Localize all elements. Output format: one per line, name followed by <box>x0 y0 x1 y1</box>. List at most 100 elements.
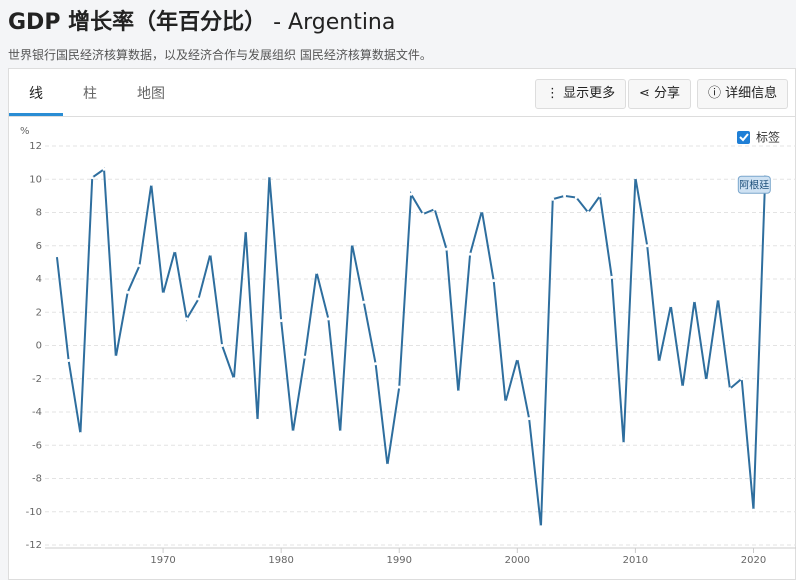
point <box>303 355 307 359</box>
point <box>126 290 130 294</box>
point <box>78 432 82 436</box>
point <box>338 430 342 434</box>
title-main: GDP 增长率（年百分比） <box>8 10 267 35</box>
point <box>504 400 508 404</box>
point <box>409 192 413 196</box>
point <box>232 377 236 381</box>
point <box>279 319 283 323</box>
point <box>267 174 271 178</box>
point <box>397 385 401 389</box>
x-tick-label: 1980 <box>268 555 293 566</box>
point <box>444 247 448 251</box>
y-tick-label: 0 <box>36 341 42 352</box>
y-tick-label: 2 <box>36 307 42 318</box>
x-tick-label: 1990 <box>387 555 412 566</box>
point <box>751 508 755 512</box>
point <box>421 212 425 216</box>
point <box>55 254 59 258</box>
point <box>291 430 295 434</box>
checkbox-label: 标签 <box>756 130 780 145</box>
point <box>173 249 177 253</box>
button-label: 显示更多 <box>563 86 616 101</box>
point <box>515 357 519 361</box>
tab[interactable]: 柱 <box>83 86 97 102</box>
point <box>67 358 71 362</box>
point <box>574 196 578 200</box>
point <box>598 194 602 198</box>
point <box>633 176 637 180</box>
x-tick-label: 1970 <box>150 555 175 566</box>
point <box>586 211 590 214</box>
point <box>704 378 708 382</box>
divider <box>9 116 795 117</box>
point <box>362 300 366 304</box>
y-unit: % <box>20 126 30 137</box>
point <box>90 176 94 180</box>
point <box>657 360 661 364</box>
y-tick-label: 10 <box>29 174 42 185</box>
button[interactable]: ⋖ 分享 <box>628 79 692 109</box>
point <box>563 194 567 198</box>
point <box>149 182 153 186</box>
point <box>256 418 260 422</box>
y-tick-label: -6 <box>32 440 42 451</box>
checkbox[interactable] <box>737 131 750 144</box>
button[interactable]: ⓘ 详细信息 <box>697 79 789 109</box>
y-tick-label: -2 <box>32 374 42 385</box>
button[interactable]: ⋮ 显示更多 <box>535 79 627 109</box>
point <box>551 197 555 201</box>
y-tick-label: -10 <box>26 507 42 518</box>
y-tick-label: 6 <box>36 241 42 252</box>
point <box>161 292 165 296</box>
point <box>763 172 767 176</box>
point <box>480 209 484 213</box>
x-tick-label: 2020 <box>741 555 766 566</box>
y-tick-label: -8 <box>32 474 42 485</box>
button-label: 分享 <box>654 86 681 101</box>
y-tick-label: 12 <box>29 141 42 152</box>
x-tick-label: 2000 <box>505 555 530 566</box>
point <box>185 317 189 321</box>
point <box>740 377 744 381</box>
point <box>385 463 389 467</box>
point <box>610 275 614 279</box>
point <box>468 252 472 256</box>
point <box>315 270 319 274</box>
series-tag-box <box>737 175 771 194</box>
title: GDP 增长率（年百分比） - Argentina <box>8 4 395 36</box>
check <box>739 133 749 142</box>
point <box>208 252 212 256</box>
point <box>669 304 673 308</box>
point <box>622 442 626 446</box>
y-tick-label: -12 <box>26 540 42 551</box>
point <box>692 299 696 303</box>
point <box>645 244 649 248</box>
point <box>137 264 141 268</box>
tab[interactable]: 地图 <box>137 86 165 102</box>
point <box>433 207 437 211</box>
point <box>681 385 685 389</box>
point <box>244 229 248 233</box>
subtitle: 世界银行国民经济核算数据，以及经济合作与发展组织 国民经济核算数据文件。 <box>8 48 432 62</box>
point <box>374 362 378 366</box>
button-label: 详细信息 <box>725 86 778 101</box>
point <box>197 297 201 301</box>
point <box>326 317 330 321</box>
series-tag: 阿根廷 <box>739 178 769 191</box>
point <box>728 387 732 391</box>
point <box>492 279 496 283</box>
point <box>102 167 106 171</box>
y-tick-label: 8 <box>36 208 42 219</box>
tab[interactable]: 线 <box>29 86 43 102</box>
point <box>350 242 354 246</box>
point <box>716 297 720 301</box>
x-tick-label: 2010 <box>623 555 648 566</box>
series-line <box>55 167 767 527</box>
point <box>456 390 460 394</box>
tab-underline <box>9 113 63 116</box>
title-suffix: - Argentina <box>273 10 396 35</box>
y-tick-label: 4 <box>36 274 42 285</box>
point <box>527 417 531 421</box>
